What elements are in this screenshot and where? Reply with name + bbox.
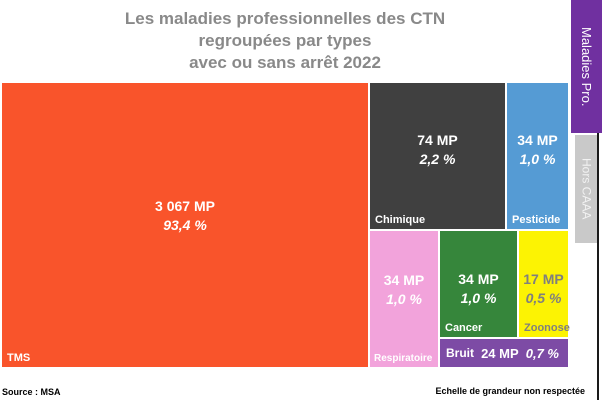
block-value: 34 MP (383, 272, 425, 288)
block-percent: 93,4 % (163, 217, 207, 233)
treemap-block-tms[interactable]: 3 067 MP 93,4 % TMS (2, 83, 368, 367)
chart-title: Les maladies professionnelles des CTN re… (124, 9, 446, 72)
block-values: 17 MP 0,5 % (523, 270, 563, 308)
block-label: Cancer (445, 322, 483, 334)
block-values: 34 MP 1,0 % (517, 131, 557, 169)
block-value: 34 MP (517, 132, 558, 148)
block-values: 3 067 MP 93,4 % (155, 197, 215, 235)
block-label: Chimique (375, 214, 426, 226)
block-label: Pesticide (512, 214, 561, 226)
treemap-block-chimique[interactable]: 74 MP 2,2 % Chimique (370, 83, 505, 229)
block-value: 74 MP (417, 132, 458, 148)
treemap-block-respiratoire[interactable]: 34 MP 1,0 % Respiratoire (370, 231, 438, 367)
block-values: 34 MP 1,0 % (384, 271, 424, 309)
block-percent: 2,2 % (419, 151, 456, 167)
treemap-block-bruit[interactable]: Bruit 24 MP 0,7 % (440, 339, 568, 367)
block-value: 3 067 MP (155, 198, 215, 214)
source-note: Source : MSA (2, 387, 61, 397)
block-label: Respiratoire (374, 353, 433, 364)
scale-note: Echelle de grandeur non respectée (435, 386, 585, 396)
block-value: 17 MP (523, 271, 564, 287)
block-percent: 0,5 % (525, 290, 562, 306)
block-value: 24 MP (481, 345, 519, 361)
tab-maladies-pro[interactable]: Maladies Pro. (571, 0, 602, 133)
block-values: 34 MP 1,0 % (458, 270, 498, 308)
block-percent: 1,0 % (460, 290, 497, 306)
tab-hors-caaa[interactable]: Hors CAAA (575, 135, 598, 243)
block-percent: 0,7 % (525, 345, 559, 361)
block-percent: 1,0 % (519, 151, 556, 167)
treemap-block-pesticide[interactable]: 34 MP 1,0 % Pesticide (507, 83, 568, 229)
treemap-block-zoonose[interactable]: 17 MP 0,5 % Zoonose (519, 231, 570, 337)
block-label: Bruit (446, 346, 474, 360)
block-label: TMS (7, 352, 31, 364)
right-border-line (597, 133, 599, 400)
treemap-block-cancer[interactable]: 34 MP 1,0 % Cancer (440, 231, 517, 337)
block-percent: 1,0 % (386, 291, 422, 307)
block-label: Zoonose (524, 322, 570, 334)
block-value: 34 MP (458, 271, 499, 287)
block-values: 74 MP 2,2 % (417, 131, 457, 169)
